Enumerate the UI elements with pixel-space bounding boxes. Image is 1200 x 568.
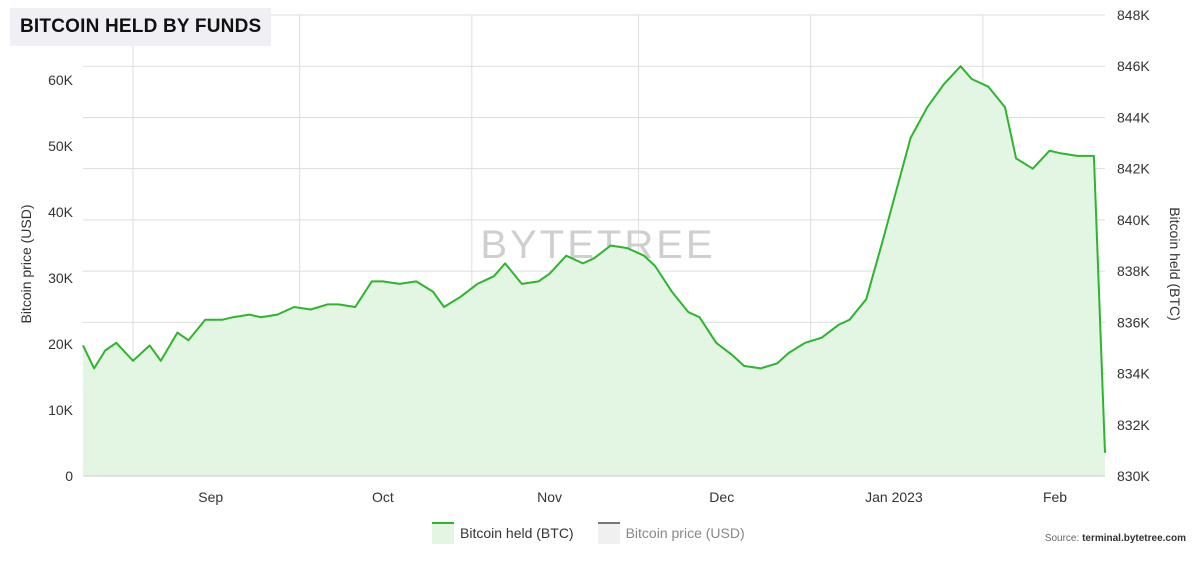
right-tick-label: 848K	[1117, 7, 1150, 23]
x-tick-label: Oct	[372, 489, 394, 505]
right-tick-label: 840K	[1117, 212, 1150, 228]
btc-held-area	[83, 66, 1105, 476]
legend-swatch-btc-price	[597, 522, 620, 544]
legend-label-btc-price: Bitcoin price (USD)	[625, 525, 745, 541]
btc-held-series	[82, 65, 1106, 476]
right-tick-label: 838K	[1117, 263, 1150, 279]
left-axis-label: Bitcoin price (USD)	[18, 204, 34, 323]
chart-title: BITCOIN HELD BY FUNDS	[20, 16, 262, 37]
x-tick-label: Sep	[198, 489, 223, 505]
left-tick-label: 60K	[48, 72, 74, 88]
legend: Bitcoin held (BTC) Bitcoin price (USD)	[432, 522, 745, 544]
right-axis: 830K 832K 834K 836K 838K 840K 842K 844K 846K 848K	[1117, 7, 1150, 484]
legend-item-btc-held[interactable]: Bitcoin held (BTC)	[432, 522, 574, 544]
legend-swatch-btc-held	[432, 522, 454, 544]
legend-label-btc-held: Bitcoin held (BTC)	[460, 525, 574, 541]
chart-title-box: BITCOIN HELD BY FUNDS	[10, 8, 272, 46]
right-tick-label: 832K	[1117, 417, 1150, 433]
right-tick-label: 842K	[1117, 161, 1150, 177]
x-axis: Sep Oct Nov Dec Jan 2023 Feb	[83, 475, 1105, 505]
left-tick-label: 10K	[48, 402, 74, 418]
legend-item-btc-price[interactable]: Bitcoin price (USD)	[597, 522, 745, 544]
source-label: Source:	[1044, 533, 1080, 544]
right-tick-label: 844K	[1117, 109, 1150, 125]
left-tick-label: 30K	[48, 270, 74, 286]
right-tick-label: 846K	[1117, 58, 1150, 74]
left-tick-label: 40K	[48, 204, 74, 220]
right-tick-label: 834K	[1117, 366, 1150, 382]
btc-held-line[interactable]	[82, 65, 1106, 453]
left-tick-label: 0	[65, 468, 73, 484]
x-tick-label: Feb	[1043, 489, 1067, 505]
right-tick-label: 836K	[1117, 314, 1150, 330]
left-tick-label: 50K	[48, 138, 74, 154]
x-tick-label: Dec	[709, 489, 734, 505]
source-site[interactable]: terminal.bytetree.com	[1082, 533, 1186, 544]
left-tick-label: 20K	[48, 336, 74, 352]
left-axis: 0 10K 20K 30K 40K 50K 60K	[48, 72, 74, 484]
x-tick-label: Jan 2023	[865, 489, 923, 505]
source-credit: Source: terminal.bytetree.com	[1045, 533, 1186, 544]
x-tick-label: Nov	[537, 489, 562, 505]
right-tick-label: 830K	[1117, 468, 1150, 484]
right-axis-label: Bitcoin held (BTC)	[1167, 207, 1183, 321]
